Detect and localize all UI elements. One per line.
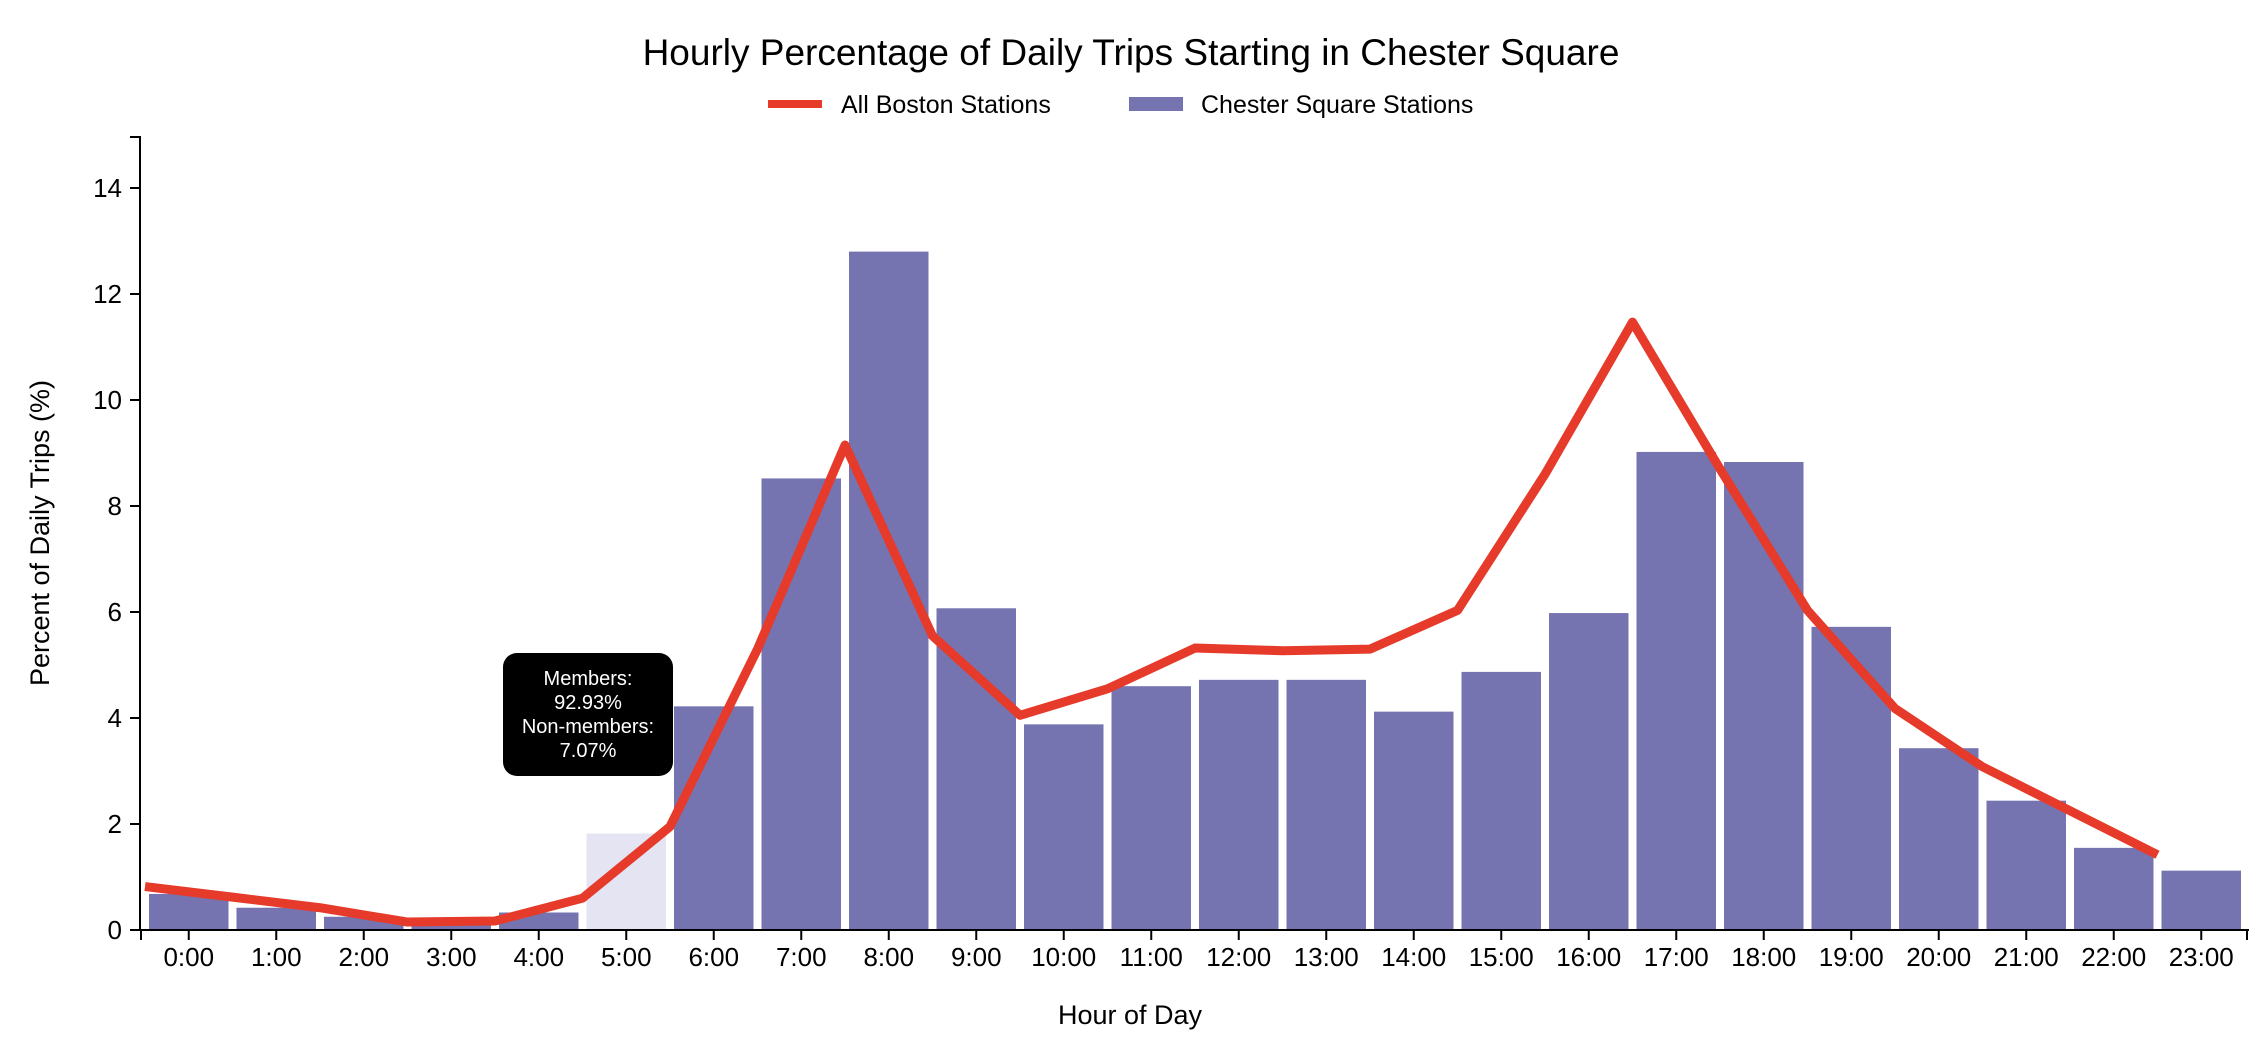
bar-20-00[interactable] [1899,748,1979,930]
x-tick-label: 4:00 [513,942,564,972]
x-tick-label: 11:00 [1120,942,1183,972]
x-tick-label: 18:00 [1731,942,1796,972]
y-tick-label: 4 [108,703,122,733]
y-tick-label: 10 [93,385,122,415]
x-tick-label: 20:00 [1906,942,1971,972]
bar-10-00[interactable] [1024,724,1104,930]
bar-21-00[interactable] [1986,800,2067,930]
x-tick-label: 0:00 [163,942,214,972]
bar-22-00[interactable] [2074,847,2154,930]
bar-13-00[interactable] [1286,679,1367,930]
x-tick-label: 22:00 [2081,942,2146,972]
chart-title: Hourly Percentage of Daily Trips Startin… [643,32,1620,73]
y-axis-label: Percent of Daily Trips (%) [25,380,55,686]
bar-16-00[interactable] [1549,613,1629,930]
tooltip: Members: 92.93% Non-members: 7.07% [503,653,673,776]
x-tick-label: 9:00 [951,942,1002,972]
bar-11-00[interactable] [1111,686,1192,930]
y-tick-label: 8 [108,491,122,521]
y-tick-label: 2 [108,809,122,839]
x-tick-label: 3:00 [426,942,477,972]
x-tick-label: 17:00 [1644,942,1709,972]
legend: All Boston Stations Chester Square Stati… [768,91,1473,119]
x-tick-label: 8:00 [863,942,914,972]
x-tick-label: 6:00 [688,942,739,972]
y-tick-label: 14 [93,173,122,203]
x-tick-label: 15:00 [1469,942,1534,972]
bar-0-00[interactable] [149,893,229,930]
y-axis: 0 2 4 6 8 10 12 14 [93,136,141,945]
tooltip-nonmembers-value: 7.07% [559,739,617,762]
tooltip-members-label: Members: [543,667,633,690]
bar-17-00[interactable] [1636,451,1717,930]
x-tick-label: 1:00 [251,942,302,972]
bars-layer [149,251,2242,931]
x-tick-label: 23:00 [2169,942,2234,972]
tooltip-members-value: 92.93% [554,691,622,714]
legend-label-line-series: All Boston Stations [841,91,1051,119]
bar-19-00[interactable] [1811,626,1892,930]
x-tick-label: 5:00 [601,942,652,972]
x-tick-label: 10:00 [1031,942,1096,972]
bar-3-00[interactable] [411,922,492,930]
x-tick-label: 7:00 [776,942,827,972]
y-tick-label: 6 [108,597,122,627]
bar-12-00[interactable] [1199,679,1279,930]
bar-23-00[interactable] [2161,870,2242,930]
legend-label-bar-series: Chester Square Stations [1201,91,1473,119]
line-all-boston-stations [144,317,2160,927]
x-tick-label: 21:00 [1994,942,2059,972]
x-tick-label: 13:00 [1294,942,1359,972]
x-axis-label: Hour of Day [1058,1000,1203,1030]
x-tick-label: 12:00 [1206,942,1271,972]
legend-swatch-bar [1129,97,1183,111]
y-tick-label: 12 [93,279,122,309]
bar-15-00[interactable] [1461,671,1542,930]
y-tick-label: 0 [108,915,122,945]
x-tick-label: 2:00 [338,942,389,972]
line-layer [144,317,2160,927]
bar-1-00[interactable] [236,907,317,930]
bar-14-00[interactable] [1374,711,1454,930]
bar-9-00[interactable] [936,608,1017,930]
tooltip-nonmembers-label: Non-members: [521,715,655,738]
x-tick-label: 16:00 [1556,942,1621,972]
x-tick-label: 19:00 [1819,942,1884,972]
x-axis: 0:00 1:00 2:00 3:00 4:00 5:00 6:00 7:00 8:00 9:00… [140,929,2249,972]
x-tick-label: 14:00 [1381,942,1446,972]
